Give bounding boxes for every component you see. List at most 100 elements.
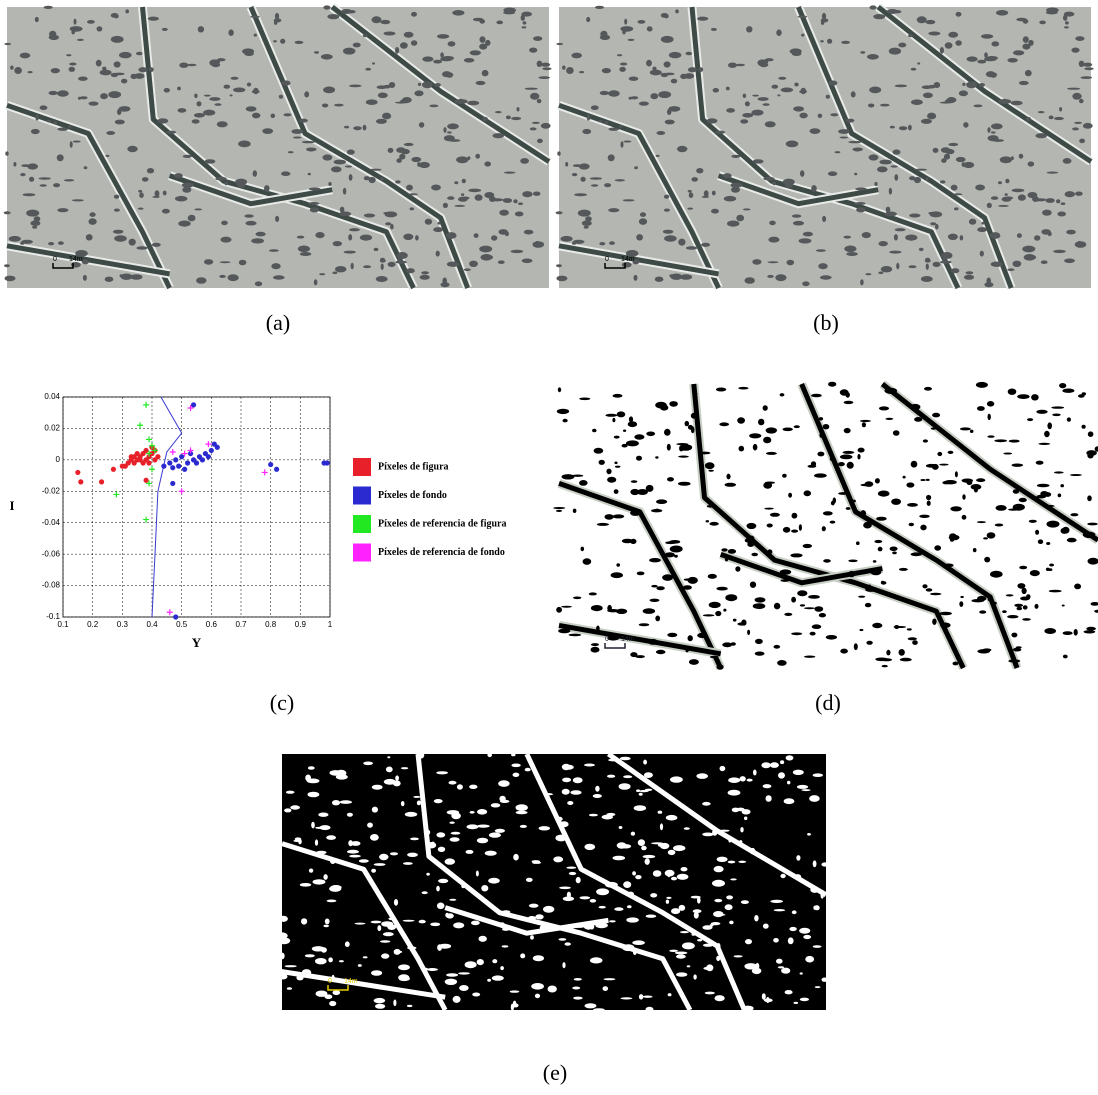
blob	[927, 501, 931, 506]
blob	[511, 1004, 514, 1011]
blob	[121, 274, 133, 280]
blob	[533, 36, 542, 41]
blob	[355, 923, 366, 925]
blob	[479, 19, 485, 24]
blob	[332, 800, 340, 805]
blob	[157, 118, 168, 123]
blob	[309, 188, 321, 191]
blob	[641, 846, 647, 851]
blob	[763, 784, 772, 788]
blob	[466, 850, 474, 854]
blob	[529, 904, 539, 908]
blob	[709, 522, 718, 526]
blob	[100, 93, 108, 99]
blob	[628, 421, 637, 427]
blob	[539, 826, 551, 830]
point	[75, 470, 80, 475]
blob	[280, 39, 285, 44]
blob	[603, 986, 609, 991]
blob	[711, 28, 717, 31]
scale-label: 0	[53, 256, 57, 263]
blob	[634, 275, 638, 281]
blob	[668, 850, 676, 855]
blob	[979, 83, 985, 87]
blob	[677, 874, 689, 880]
blob	[851, 91, 856, 97]
blob	[729, 921, 733, 925]
blob	[993, 139, 1005, 142]
blob	[767, 275, 774, 278]
blob	[881, 266, 892, 272]
blob	[495, 111, 502, 113]
blob	[818, 114, 823, 118]
blob	[923, 439, 928, 442]
blob	[1088, 431, 1094, 437]
blob	[314, 51, 319, 54]
blob	[262, 128, 273, 134]
blob	[605, 514, 614, 520]
blob	[560, 821, 569, 827]
blob	[131, 74, 138, 79]
blob	[669, 401, 678, 407]
blob	[706, 964, 713, 971]
blob	[932, 464, 939, 470]
blob	[310, 207, 320, 212]
blob	[593, 794, 602, 798]
blob	[403, 234, 413, 240]
blob	[442, 71, 451, 77]
blob	[440, 57, 453, 61]
blob	[360, 235, 372, 241]
blob	[680, 931, 689, 933]
blob	[299, 119, 308, 123]
blob	[380, 259, 386, 263]
blob	[655, 456, 658, 458]
blob	[908, 265, 916, 268]
blob	[452, 10, 464, 16]
blob	[793, 106, 804, 111]
blob	[620, 26, 633, 32]
blob	[304, 91, 309, 97]
blob	[306, 148, 317, 152]
blob	[1047, 172, 1059, 174]
blob	[47, 120, 52, 122]
blob	[991, 196, 998, 200]
blob	[962, 494, 965, 500]
blob	[556, 264, 562, 267]
blob	[899, 568, 908, 571]
blob	[573, 777, 583, 783]
blob	[974, 105, 983, 108]
blob	[1017, 233, 1022, 238]
blob	[865, 588, 877, 592]
blob	[595, 6, 604, 9]
blob	[224, 182, 228, 185]
blob	[194, 208, 202, 210]
blob	[411, 12, 417, 17]
blob	[106, 131, 115, 135]
blob	[726, 87, 730, 91]
blob	[941, 252, 952, 259]
blob	[848, 571, 855, 577]
blob	[246, 106, 257, 111]
blob	[819, 417, 823, 420]
blob	[139, 192, 144, 198]
blob	[758, 97, 769, 101]
blob	[565, 162, 568, 167]
blob	[563, 897, 574, 902]
blob	[868, 104, 874, 108]
x-tick-label: 0.7	[235, 620, 247, 629]
blob	[111, 36, 124, 43]
blob	[826, 635, 837, 640]
blob	[308, 173, 311, 176]
blob	[1044, 628, 1056, 634]
blob	[803, 544, 812, 548]
blob	[670, 776, 683, 782]
blob	[710, 656, 719, 659]
blob	[1012, 189, 1025, 193]
blob	[427, 968, 438, 971]
blob	[513, 854, 519, 861]
blob	[632, 940, 645, 945]
blob	[443, 203, 448, 208]
blob	[479, 44, 487, 50]
blob	[920, 479, 925, 481]
blob	[251, 238, 264, 243]
